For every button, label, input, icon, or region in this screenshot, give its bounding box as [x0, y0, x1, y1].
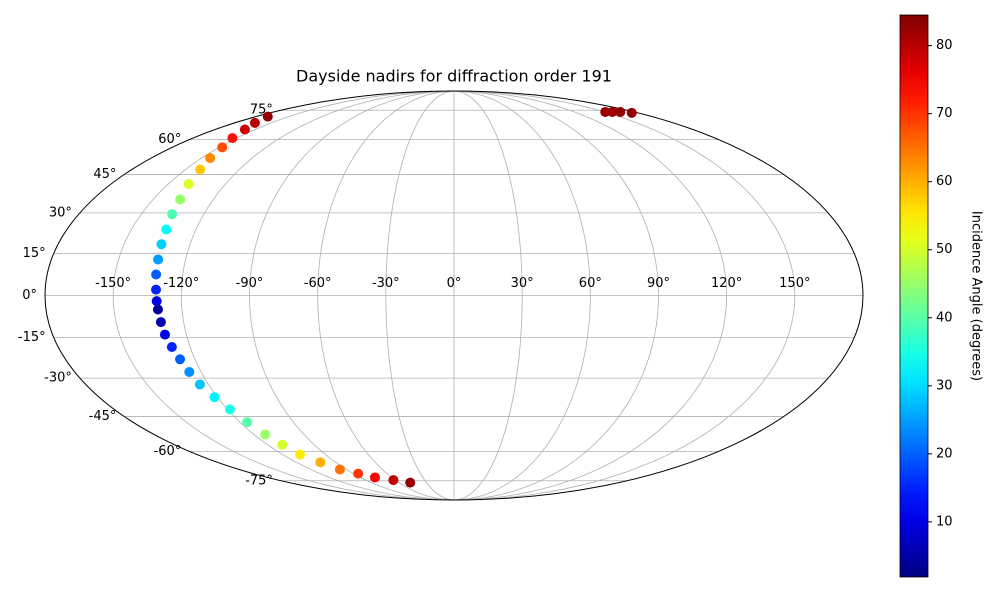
data-point	[353, 468, 364, 479]
colorbar-tick-label: 20	[936, 446, 953, 461]
data-point	[151, 296, 162, 307]
x-tick-label: -120°	[163, 276, 199, 291]
data-point	[194, 379, 205, 390]
x-tick-label: 120°	[711, 276, 742, 291]
data-point	[262, 111, 273, 122]
y-tick-label: -75°	[245, 473, 273, 488]
data-point	[156, 239, 167, 250]
y-tick-label: 30°	[49, 205, 72, 220]
data-point	[277, 439, 288, 450]
data-point	[151, 284, 162, 295]
colorbar-label: Incidence Angle (degrees)	[969, 211, 984, 381]
y-tick-label: 60°	[158, 132, 181, 147]
data-point	[626, 107, 637, 118]
y-tick-label: 45°	[93, 167, 116, 182]
y-tick-label: -60°	[154, 444, 182, 459]
data-point	[224, 404, 235, 415]
data-point	[607, 106, 618, 117]
y-tick-label: -30°	[44, 371, 72, 386]
data-point	[217, 142, 228, 153]
data-point	[152, 304, 163, 315]
x-tick-label: 150°	[779, 276, 810, 291]
x-tick-label: 60°	[579, 276, 602, 291]
x-tick-label: 90°	[647, 276, 670, 291]
data-point	[167, 209, 178, 220]
data-point	[227, 133, 238, 144]
data-point	[242, 417, 253, 428]
y-tick-label: 15°	[23, 246, 46, 261]
y-tick-label: 0°	[22, 288, 37, 303]
colorbar	[899, 14, 929, 578]
data-point	[295, 449, 306, 460]
data-point	[161, 224, 172, 235]
colorbar-tick-label: 50	[936, 242, 953, 257]
colorbar-tick-label: 70	[936, 106, 953, 121]
chart-title: Dayside nadirs for diffraction order 191	[296, 67, 612, 86]
colorbar-tick-label: 30	[936, 378, 953, 393]
x-tick-label: -60°	[304, 276, 332, 291]
data-point	[159, 329, 170, 340]
data-point	[195, 164, 206, 175]
data-point	[166, 342, 177, 353]
data-point	[183, 179, 194, 190]
data-point	[249, 117, 260, 128]
data-point	[369, 472, 380, 483]
data-point	[388, 475, 399, 486]
data-point	[155, 317, 166, 328]
map-outline	[44, 90, 864, 501]
data-point	[260, 429, 271, 440]
colorbar-tick-label: 40	[936, 310, 953, 325]
data-point	[205, 153, 216, 164]
data-point	[151, 269, 162, 280]
data-point	[209, 392, 220, 403]
data-point	[600, 106, 611, 117]
data-point	[315, 457, 326, 468]
x-tick-label: -90°	[236, 276, 264, 291]
data-point	[239, 124, 250, 135]
x-tick-label: 30°	[511, 276, 534, 291]
x-tick-label: 0°	[447, 276, 462, 291]
data-point	[334, 464, 345, 475]
data-point	[175, 354, 186, 365]
data-point	[153, 254, 164, 265]
data-point	[175, 194, 186, 205]
y-tick-label: -15°	[18, 330, 46, 345]
x-tick-label: -30°	[372, 276, 400, 291]
data-point	[405, 477, 416, 488]
colorbar-tick-label: 80	[936, 38, 953, 53]
data-point	[184, 366, 195, 377]
colorbar-tick-label: 60	[936, 174, 953, 189]
colorbar-tick-label: 10	[936, 514, 953, 529]
data-point	[615, 106, 626, 117]
y-tick-label: -45°	[89, 409, 117, 424]
x-tick-label: -150°	[95, 276, 131, 291]
